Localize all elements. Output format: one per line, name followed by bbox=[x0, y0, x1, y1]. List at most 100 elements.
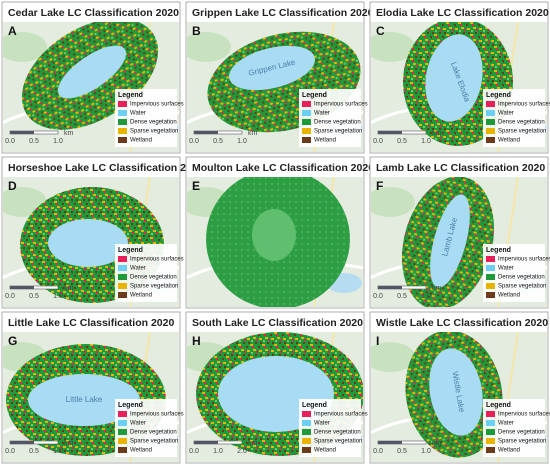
legend-label: Water bbox=[314, 111, 330, 117]
lake-label: Little Lake bbox=[66, 395, 103, 404]
legend-swatch bbox=[302, 119, 311, 125]
scale-label: 1.0 bbox=[421, 293, 431, 300]
scale-label: 0.0 bbox=[189, 448, 199, 455]
green-area bbox=[371, 187, 415, 217]
legend-title: Legend bbox=[118, 402, 143, 409]
legend-label: Water bbox=[130, 266, 146, 272]
scale-bar-fill bbox=[378, 441, 402, 444]
map-panel: Wistle Lake Wistle Lake LC Classification… bbox=[369, 311, 550, 464]
scale-bar-fill bbox=[10, 441, 34, 444]
map bbox=[187, 177, 363, 307]
lake bbox=[48, 219, 128, 267]
legend-label: Wetland bbox=[314, 138, 336, 144]
legend-label: Sparse vegetation bbox=[498, 439, 546, 445]
scale-label: 0.5 bbox=[29, 293, 39, 300]
panel-title: Moulton Lake LC Classification 2020 bbox=[192, 162, 374, 174]
legend-swatch bbox=[118, 101, 127, 107]
legend-label: Impervious surfaces bbox=[130, 257, 184, 263]
scale-label: 0.5 bbox=[213, 138, 223, 145]
scale-label: 0.0 bbox=[5, 293, 15, 300]
legend-label: Impervious surfaces bbox=[498, 412, 550, 418]
map-panel: Cedar Lake LC Classification 2020 A 0.0 0.5… bbox=[1, 1, 184, 154]
legend-swatch bbox=[302, 411, 311, 417]
map: Wistle Lake bbox=[371, 332, 547, 462]
legend-label: Sparse vegetation bbox=[130, 284, 178, 290]
green-area bbox=[371, 342, 415, 372]
legend-title: Legend bbox=[302, 402, 327, 409]
legend-label: Dense vegetation bbox=[130, 275, 177, 281]
legend-swatch bbox=[486, 274, 495, 280]
map-panel: Lamb Lake Lamb Lake LC Classification 202… bbox=[369, 156, 550, 309]
legend-label: Impervious surfaces bbox=[314, 412, 368, 418]
legend-swatch bbox=[302, 447, 311, 453]
legend-label: Sparse vegetation bbox=[130, 439, 178, 445]
legend-swatch bbox=[118, 119, 127, 125]
legend-swatch bbox=[118, 256, 127, 262]
panel-letter: C bbox=[376, 24, 385, 38]
legend-swatch bbox=[486, 265, 495, 271]
legend-swatch bbox=[486, 429, 495, 435]
legend-swatch bbox=[302, 420, 311, 426]
legend-title: Legend bbox=[486, 92, 511, 99]
scale-bar-fill bbox=[194, 441, 218, 444]
scale-label: 0.5 bbox=[397, 293, 407, 300]
lake bbox=[229, 45, 315, 91]
map: Lamb Lake bbox=[371, 177, 547, 307]
green-area bbox=[371, 32, 415, 62]
legend-swatch bbox=[486, 292, 495, 298]
legend-swatch bbox=[486, 411, 495, 417]
scale-unit: km bbox=[432, 130, 442, 137]
panel-letter: A bbox=[8, 24, 17, 38]
legend-swatch bbox=[302, 110, 311, 116]
scale-label: 0.0 bbox=[189, 138, 199, 145]
legend-label: Impervious surfaces bbox=[130, 102, 184, 108]
legend-label: Dense vegetation bbox=[130, 120, 177, 126]
legend-label: Sparse vegetation bbox=[498, 284, 546, 290]
lake bbox=[28, 374, 140, 426]
legend-label: Wetland bbox=[130, 448, 152, 454]
legend-label: Dense vegetation bbox=[314, 120, 361, 126]
scale-bar-fill bbox=[10, 131, 34, 134]
panel-letter: B bbox=[192, 24, 201, 38]
legend-swatch bbox=[486, 137, 495, 143]
scale-label: 0.0 bbox=[5, 448, 15, 455]
legend-swatch bbox=[118, 128, 127, 134]
panel-title: South Lake LC Classification 2020 bbox=[192, 317, 363, 329]
legend-swatch bbox=[486, 128, 495, 134]
legend-label: Impervious surfaces bbox=[498, 257, 550, 263]
scale-label: 1.0 bbox=[213, 448, 223, 455]
map-panel: Moulton Lake LC Classification 2020 E bbox=[185, 156, 374, 309]
legend-label: Water bbox=[130, 111, 146, 117]
scale-label: 1.0 bbox=[53, 448, 63, 455]
scale-unit: km bbox=[64, 130, 74, 137]
map bbox=[3, 177, 179, 307]
scale-unit: km bbox=[248, 440, 258, 447]
legend-label: Water bbox=[130, 421, 146, 427]
legend-swatch bbox=[118, 265, 127, 271]
legend-title: Legend bbox=[118, 247, 143, 254]
panel-letter: E bbox=[192, 179, 200, 193]
scale-bar-fill bbox=[378, 286, 402, 289]
legend-swatch bbox=[118, 137, 127, 143]
panel-title: Lamb Lake LC Classification 2020 bbox=[376, 162, 545, 174]
scale-label: 0.0 bbox=[5, 138, 15, 145]
legend-label: Sparse vegetation bbox=[314, 129, 362, 135]
legend-label: Impervious surfaces bbox=[314, 102, 368, 108]
lake bbox=[429, 348, 483, 436]
legend-swatch bbox=[302, 128, 311, 134]
scale-label: 1.0 bbox=[237, 138, 247, 145]
panel-title: Elodia Lake LC Classification 2020 bbox=[376, 7, 549, 19]
scale-label: 1.0 bbox=[421, 448, 431, 455]
scale-unit: km bbox=[64, 285, 74, 292]
legend-swatch bbox=[486, 119, 495, 125]
legend-swatch bbox=[486, 438, 495, 444]
lake bbox=[252, 209, 296, 261]
legend-swatch bbox=[118, 438, 127, 444]
scale-label: 1.0 bbox=[421, 138, 431, 145]
map-panel: Little Lake Little Lake LC Classification… bbox=[1, 311, 184, 464]
legend-label: Impervious surfaces bbox=[130, 412, 184, 418]
legend-swatch bbox=[118, 283, 127, 289]
panel-letter: F bbox=[376, 179, 383, 193]
scale-label: 0.5 bbox=[397, 138, 407, 145]
legend-label: Wetland bbox=[314, 448, 336, 454]
